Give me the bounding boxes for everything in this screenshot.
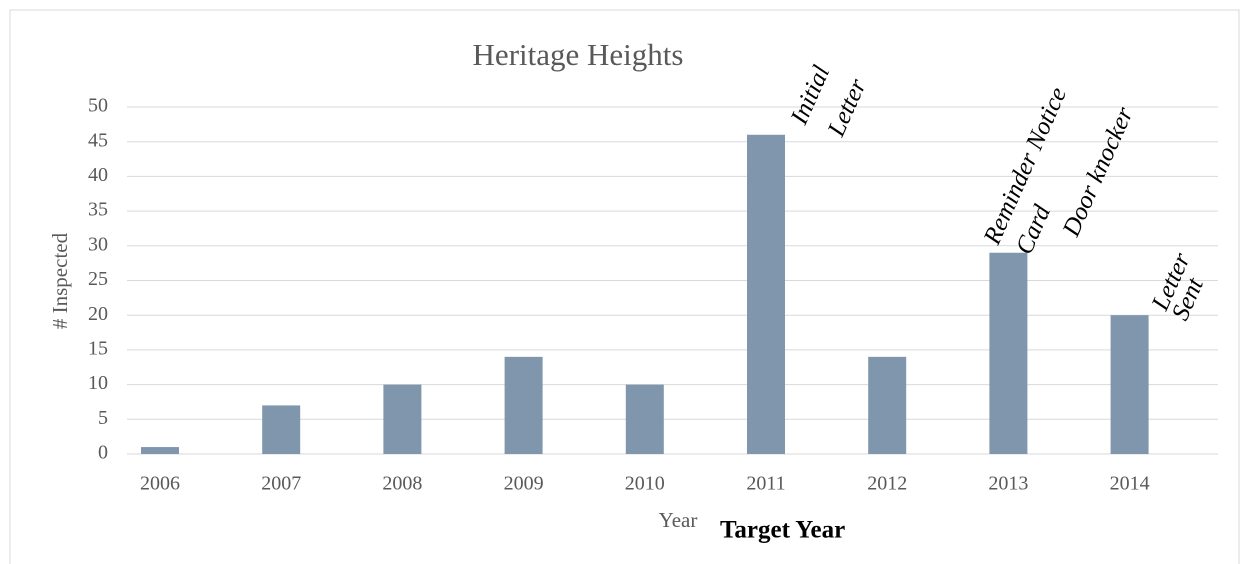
x-tick-label: 2014	[1110, 473, 1150, 495]
x-tick-label: 2013	[988, 473, 1028, 495]
annotation: Door knocker	[1057, 103, 1138, 241]
chart-border	[9, 9, 1240, 564]
y-tick-label: 15	[88, 337, 108, 359]
y-tick-label: 35	[88, 199, 108, 221]
y-tick-label: 5	[98, 407, 108, 429]
x-tick-label: 2007	[261, 473, 301, 495]
x-tick-label: 2011	[746, 473, 785, 495]
bar	[989, 252, 1028, 454]
x-tick-label: 2010	[625, 473, 665, 495]
bar	[383, 384, 422, 454]
bar	[141, 447, 179, 454]
bar	[504, 356, 543, 454]
bar	[625, 384, 664, 454]
chart-title: Heritage Heights	[473, 37, 684, 72]
x-axis-label: Year	[659, 508, 698, 532]
x-tick-label: 2012	[867, 473, 907, 495]
y-tick-label: 10	[88, 372, 108, 394]
bar	[747, 134, 785, 454]
bar	[1110, 315, 1149, 454]
bar	[262, 405, 301, 454]
y-axis-label: # Inspected	[48, 232, 72, 329]
y-tick-label: 0	[98, 442, 108, 464]
y-tick-label: 20	[88, 303, 108, 325]
x-axis-extra-label: Target Year	[720, 517, 845, 544]
y-tick-label: 25	[88, 268, 108, 290]
bar	[868, 356, 907, 454]
x-tick-label: 2009	[504, 473, 544, 495]
y-tick-label: 30	[88, 233, 108, 255]
y-tick-label: 45	[88, 129, 108, 151]
y-tick-label: 40	[88, 164, 108, 186]
x-tick-label: 2006	[140, 473, 180, 495]
x-tick-label: 2008	[382, 473, 422, 495]
y-tick-label: 50	[88, 95, 108, 117]
